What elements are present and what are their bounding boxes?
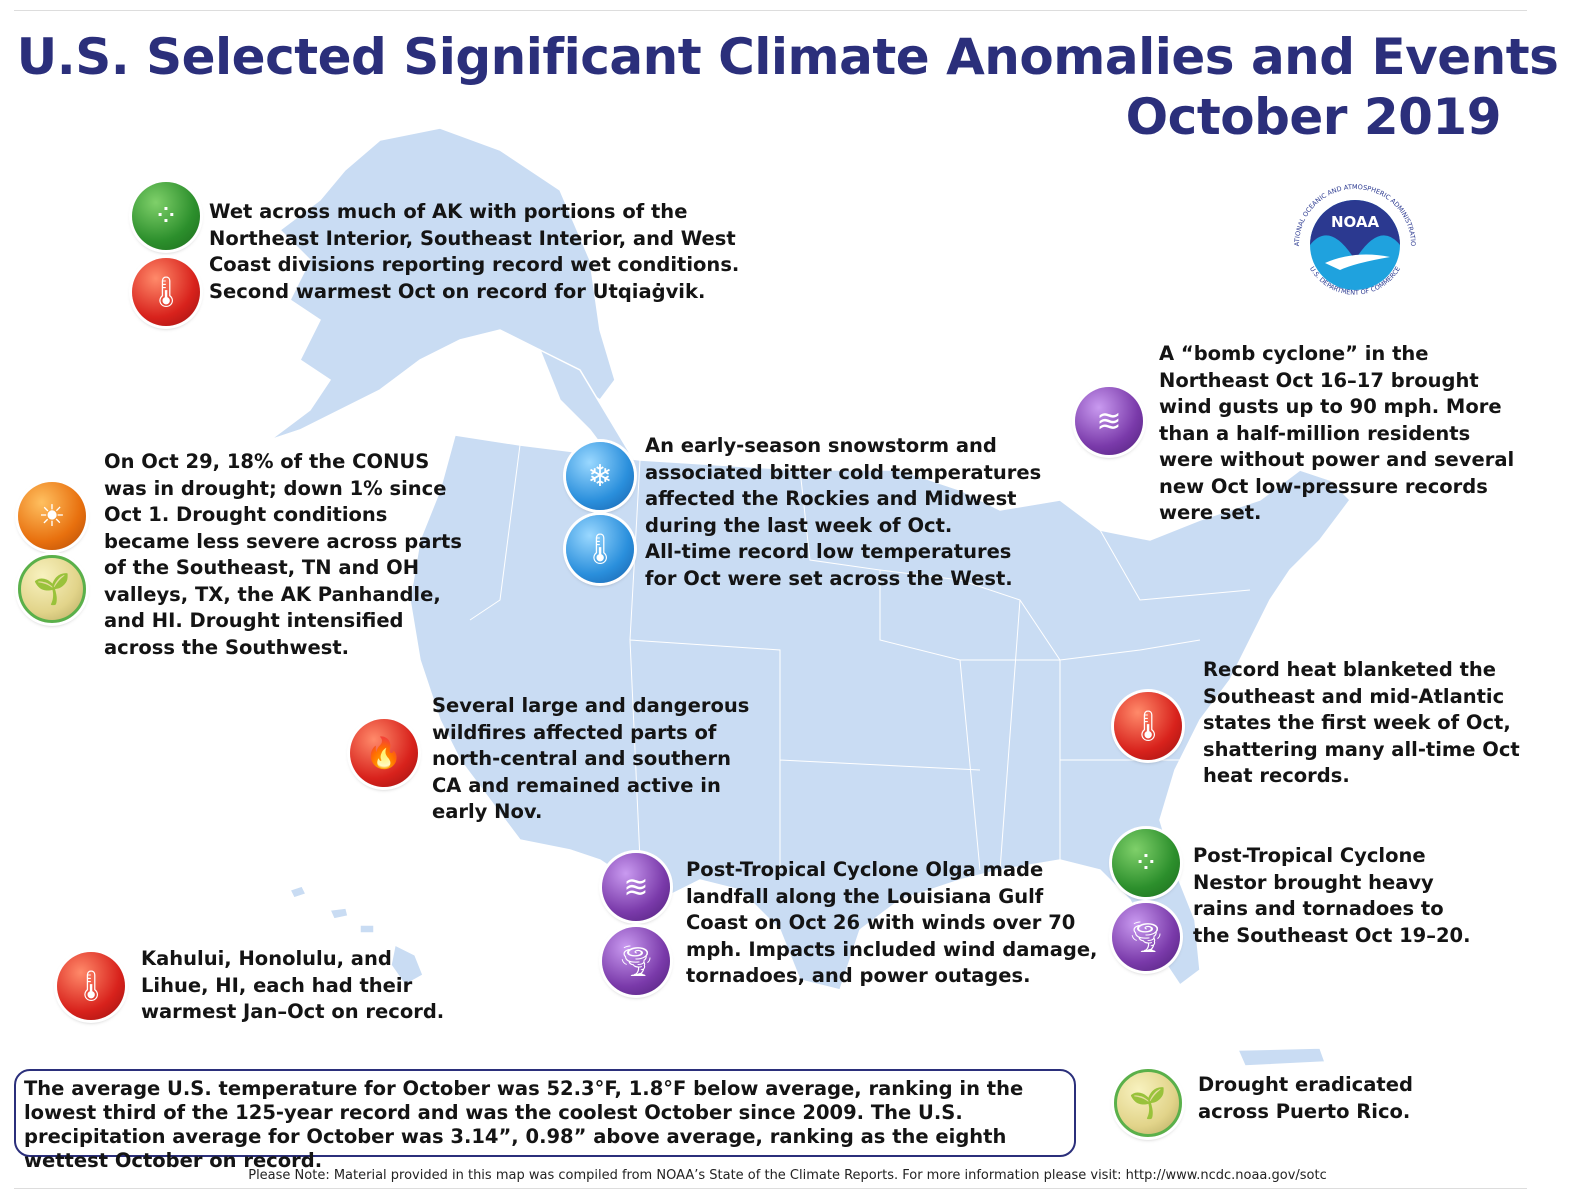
event-snowstorm: An early-season snowstorm and associated… xyxy=(645,434,1042,590)
puerto-rico-shape xyxy=(1236,1047,1327,1067)
alaska-shape xyxy=(269,127,616,441)
drought-relief-icon: 🌱 xyxy=(1114,1069,1182,1137)
noaa-logo-text: NOAA xyxy=(1331,213,1380,231)
heat-icon: 🌡 xyxy=(1114,692,1182,760)
footnote: Please Note: Material provided in this m… xyxy=(248,1168,1327,1183)
hawaii-shape xyxy=(288,885,424,986)
snowflake-icon: ❄ xyxy=(566,442,634,510)
page-title: U.S. Selected Significant Climate Anomal… xyxy=(16,28,1559,86)
event-nestor: Post-Tropical Cyclone Nestor brought hea… xyxy=(1193,844,1471,947)
rain-icon: ⁘ xyxy=(1112,829,1180,897)
tornado-icon: 🌪 xyxy=(1112,903,1180,971)
event-puerto-rico: Drought eradicated across Puerto Rico. xyxy=(1198,1073,1413,1123)
heat-icon: 🌡 xyxy=(132,258,200,326)
wind-icon: ≋ xyxy=(1075,387,1143,455)
event-hawaii: Kahului, Honolulu, and Lihue, HI, each h… xyxy=(141,947,445,1023)
summary-box: The average U.S. temperature for October… xyxy=(14,1069,1076,1172)
tornado-icon: 🌪 xyxy=(602,927,670,995)
event-southeast-heat: Record heat blanketed the Southeast and … xyxy=(1203,658,1520,787)
wind-icon: ≋ xyxy=(602,853,670,921)
event-wildfires: Several large and dangerous wildfires af… xyxy=(432,694,750,823)
heat-icon: 🌡 xyxy=(57,952,125,1020)
noaa-logo: NOAA NATIONAL OCEANIC AND ATMOSPHERIC AD… xyxy=(1285,175,1417,297)
event-drought: On Oct 29, 18% of the CONUS was in droug… xyxy=(104,450,462,659)
bottom-divider xyxy=(14,1188,1527,1189)
wildfire-icon: 🔥 xyxy=(350,719,418,787)
page-subtitle: October 2019 xyxy=(1125,88,1502,146)
event-olga: Post-Tropical Cyclone Olga made landfall… xyxy=(686,858,1098,987)
event-alaska: Wet across much of AK with portions of t… xyxy=(209,200,740,303)
drought-icon: ☀ xyxy=(18,482,86,550)
event-bomb-cyclone: A “bomb cyclone” in the Northeast Oct 16… xyxy=(1159,342,1515,524)
drought-relief-icon: 🌱 xyxy=(18,555,86,623)
top-divider xyxy=(14,10,1527,11)
rain-icon: ⁘ xyxy=(132,182,200,250)
cold-thermometer-icon: 🌡 xyxy=(566,515,634,583)
